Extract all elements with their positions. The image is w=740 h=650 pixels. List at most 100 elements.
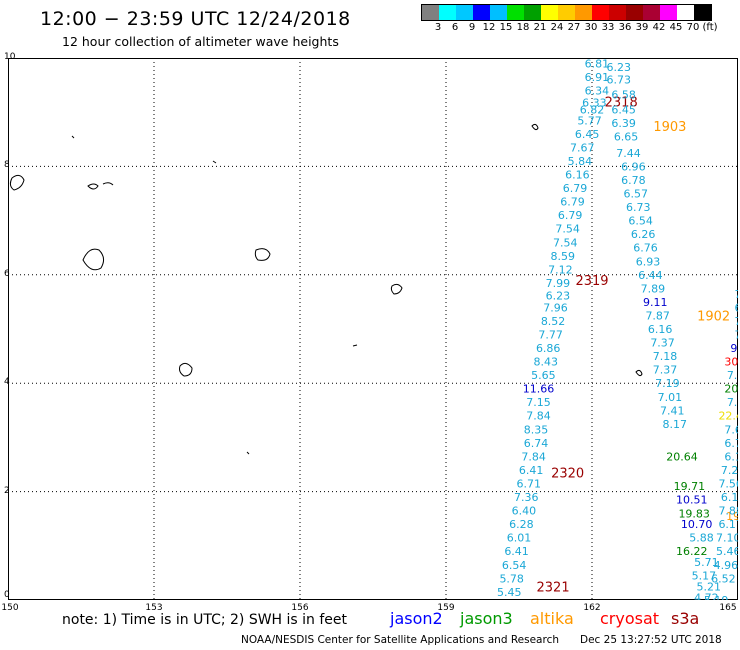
wave-height-value: 7.37	[653, 364, 678, 377]
wave-height-value: 6.23	[607, 61, 632, 74]
wave-height-value: 7.12	[548, 263, 573, 276]
wave-height-value: 6.16	[648, 323, 673, 336]
wave-height-value: 6.01	[507, 532, 532, 545]
island-outline	[82, 248, 105, 271]
wave-height-value: 6.45	[611, 103, 636, 116]
color-swatch	[541, 5, 558, 20]
island-outline	[352, 344, 358, 347]
island-outline	[9, 174, 25, 191]
color-scale-label: 15	[499, 22, 513, 33]
color-scale-label: (ft)	[702, 22, 718, 33]
wave-height-value: 9.	[730, 342, 738, 355]
color-scale-label: 42	[652, 22, 666, 33]
color-swatch	[490, 5, 507, 20]
wave-height-value: 7.99	[546, 277, 571, 290]
wave-height-value: 22.4	[718, 410, 738, 423]
legend-item-jason2: jason2	[390, 609, 443, 628]
color-scale-label: 24	[550, 22, 564, 33]
wave-height-value: 6.28	[509, 518, 534, 531]
wave-height-value: 7.19	[655, 377, 680, 390]
wave-height-value: 8.43	[534, 356, 559, 369]
track-labels: 2318 1903 2319 1902 2320 2321	[537, 95, 731, 595]
wave-height-value: 6.44	[638, 269, 663, 282]
wave-height-value: 16.22	[676, 545, 708, 558]
color-scale-label: 33	[601, 22, 615, 33]
wave-height-value: 6.39	[611, 117, 636, 130]
footer-note: note: 1) Time is in UTC; 2) SWH is in fe…	[62, 612, 348, 628]
color-swatch	[439, 5, 456, 20]
wave-height-value: 7.67	[570, 141, 595, 154]
island-outline	[71, 135, 75, 139]
wave-height-value: 7.54	[555, 223, 580, 236]
wave-height-value: 6.54	[502, 559, 527, 572]
wave-height-value: 7.6	[724, 423, 738, 436]
color-scale-bar	[421, 4, 712, 21]
y-tick-label: 6	[4, 268, 10, 279]
wave-height-value: 6.78	[621, 174, 646, 187]
wave-height-value: 6.96	[621, 160, 646, 173]
wave-height-value: 6.73	[607, 74, 632, 87]
track-label: 2318	[605, 95, 638, 110]
island-outline	[179, 362, 193, 377]
color-scale-label: 27	[567, 22, 581, 33]
wave-height-values: 6.816.236.916.736.34 6.586.336.82 6.455.77…	[495, 58, 739, 600]
wave-height-value: 9.11	[643, 296, 668, 309]
track-label: 2319	[575, 274, 608, 289]
color-swatch	[694, 5, 711, 20]
color-swatch	[456, 5, 473, 20]
wave-height-value: 5.88	[689, 532, 714, 545]
wave-height-value: 7.7	[727, 396, 738, 409]
wave-height-value: 5.84	[568, 155, 593, 168]
island-outline	[212, 160, 217, 164]
timestamp: Dec 25 13:27:52 UTC 2018	[580, 634, 722, 646]
wave-height-value: 20.	[724, 383, 738, 396]
color-scale-label: 36	[618, 22, 632, 33]
wave-height-value: 7.18	[653, 350, 678, 363]
wave-height-value: 7.10	[716, 532, 738, 545]
wave-height-value: 6.71	[516, 477, 541, 490]
wave-height-value: 6.16	[565, 169, 590, 182]
wave-height-value: 6.65	[614, 131, 639, 144]
x-tick-label: 165	[719, 603, 737, 613]
color-scale-label: 39	[635, 22, 649, 33]
wave-height-value: 20.64	[666, 450, 698, 463]
wave-height-value: 8.35	[524, 423, 549, 436]
wave-height-value: 6.52	[711, 572, 736, 585]
color-swatch	[575, 5, 592, 20]
island-outline	[531, 123, 539, 131]
wave-height-value: 11.66	[523, 383, 555, 396]
wave-height-value: 7	[735, 328, 739, 341]
wave-height-value: 8.17	[662, 418, 687, 431]
wave-height-value: 5.17	[692, 570, 717, 583]
x-tick-label: 156	[291, 603, 309, 613]
color-swatch	[626, 5, 643, 20]
y-tick-label: 2	[4, 485, 10, 496]
wave-height-value: 7.56	[718, 477, 738, 490]
wave-height-value: 7.96	[543, 301, 568, 314]
y-tick-label: 0	[4, 590, 10, 600]
x-tick-label: 162	[583, 603, 601, 613]
color-scale-label: 70	[686, 22, 700, 33]
wave-height-value: 5.77	[577, 114, 602, 127]
wave-height-value: 5.46	[716, 545, 738, 558]
track-label: 1903	[653, 120, 686, 135]
wave-height-value: 7.41	[660, 404, 685, 417]
wave-height-value: 30.	[724, 356, 738, 369]
island-outline	[87, 182, 114, 190]
island-outline	[390, 283, 403, 295]
color-swatch	[422, 5, 439, 20]
island-outline	[635, 369, 643, 377]
color-swatch	[660, 5, 677, 20]
color-swatch	[507, 5, 524, 20]
wave-height-value: 6.1	[724, 450, 738, 463]
page-subtitle: 12 hour collection of altimeter wave hei…	[62, 34, 339, 49]
wave-height-value: 6.17	[495, 599, 520, 600]
color-swatch	[558, 5, 575, 20]
wave-height-value: 6.17	[718, 518, 738, 531]
wave-height-value: 6.82	[580, 103, 605, 116]
wave-height-value: 6.26	[631, 228, 656, 241]
color-swatch	[643, 5, 660, 20]
wave-height-value: 6.58	[611, 88, 636, 101]
wave-height-value: 8.59	[551, 250, 576, 263]
